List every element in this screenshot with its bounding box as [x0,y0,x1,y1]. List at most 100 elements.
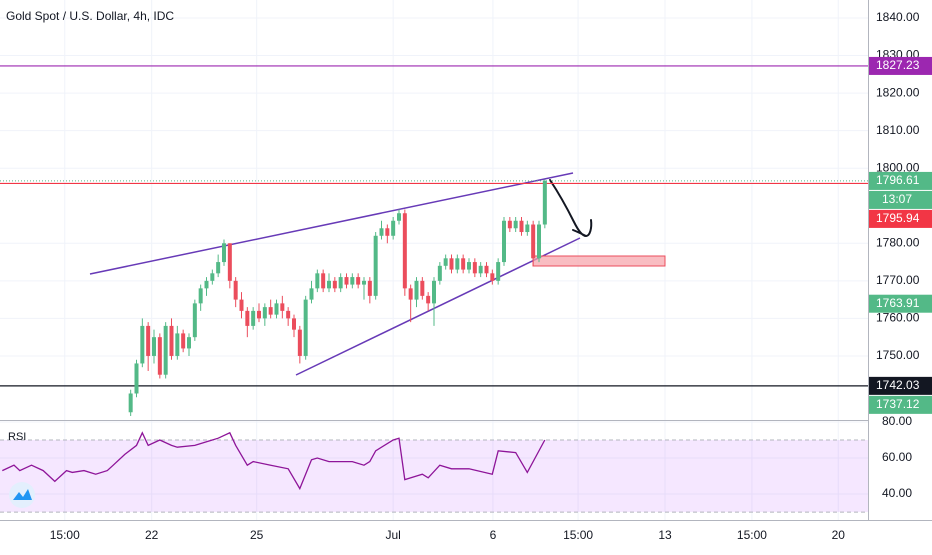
x-tick-label: Jul [385,528,400,542]
candle-body [175,333,180,356]
candle-body [437,265,442,281]
candle-body [140,325,145,364]
candle-body [496,262,501,281]
candle-body [233,280,238,300]
candle-body [478,265,483,274]
candle-body [367,280,372,296]
price-badge [869,395,932,414]
candle-body [484,265,489,274]
rsi-band [0,440,868,513]
rsi-tick-label: 80.00 [882,414,912,428]
candle-body [181,333,186,349]
candle-body [257,310,261,319]
candle-body [379,228,384,236]
candle-body [157,337,162,375]
candle-body [222,243,226,263]
countdown-label: 13:07 [882,192,912,206]
candle-body [362,280,366,285]
price-badge [869,376,932,395]
candle-body [280,303,285,311]
rsi-line [2,431,546,491]
rsi-tick-label: 60.00 [882,450,912,464]
price-badge-label: 1742.03 [876,378,920,392]
candle-body [128,393,133,413]
candle-body [350,277,355,285]
candle-body [332,280,337,289]
candle-body [414,280,419,300]
drawn-arrow [549,179,593,238]
candle-body [344,277,349,285]
candle-body [239,299,244,311]
candle-body [187,337,191,349]
candle-body [327,280,331,289]
candle-body [198,288,203,304]
candle-body [169,325,174,356]
candle-body [426,295,431,304]
countdown-badge [869,190,932,209]
candle-body [286,310,291,319]
candle-body [519,220,524,233]
candle-body [449,258,454,270]
x-tick-label: 15:00 [563,528,593,542]
x-tick-label: 25 [250,528,264,542]
candle-body [443,258,448,266]
x-tick-label: 13 [658,528,672,542]
y-tick-label: 1770.00 [876,273,920,287]
candle-body [432,280,436,304]
x-tick-label: 15:00 [50,528,80,542]
candle-body [338,277,343,289]
grid [0,0,868,520]
logo [9,482,35,508]
candle-body [163,325,168,375]
x-tick-label: 22 [145,528,159,542]
price-badge-label: 1763.91 [876,296,920,310]
main-pane [0,65,868,417]
candle-body [385,228,390,236]
x-tick-label: 15:00 [737,528,767,542]
rsi-label: RSI [8,431,26,443]
candle-body [420,280,425,296]
candle-body [210,273,215,281]
candle-body [245,310,250,326]
candle-body [274,303,279,315]
x-tick-label: 20 [832,528,846,542]
candle-body [262,307,267,319]
candle-body [146,325,151,356]
price-badge [869,294,932,313]
candle-body [525,224,530,233]
candle-body [227,243,232,281]
candle-body [204,280,209,289]
candle-body [402,213,407,289]
price-badge [869,171,932,190]
candle-body [467,262,471,270]
candle-body [502,220,506,263]
rsi-pane [0,431,868,513]
price-badge-label: 1827.23 [876,58,920,72]
y-tick-label: 1780.00 [876,235,920,249]
y-tick-label: 1750.00 [876,348,920,362]
candle-body [321,273,326,289]
candle-body [134,363,139,394]
candle-body [455,258,460,270]
rsi-tick-label: 40.00 [882,486,912,500]
candle-body [216,262,221,274]
candle-body [472,262,477,274]
price-badge [869,56,932,75]
candle-body [309,288,314,300]
candle-body [303,299,308,356]
candle-body [152,337,156,356]
candle-body [408,288,413,300]
y-tick-label: 1800.00 [876,160,920,174]
candle-body [537,224,541,259]
candle-body [297,329,302,356]
candle-body [513,220,518,229]
candle-body [507,220,512,229]
candle-body [315,273,320,289]
candle-body [373,235,378,296]
price-badge [869,209,932,228]
candle-body [542,180,547,225]
candle-body [268,307,273,315]
candle-body [251,310,256,326]
candle-body [461,258,466,270]
